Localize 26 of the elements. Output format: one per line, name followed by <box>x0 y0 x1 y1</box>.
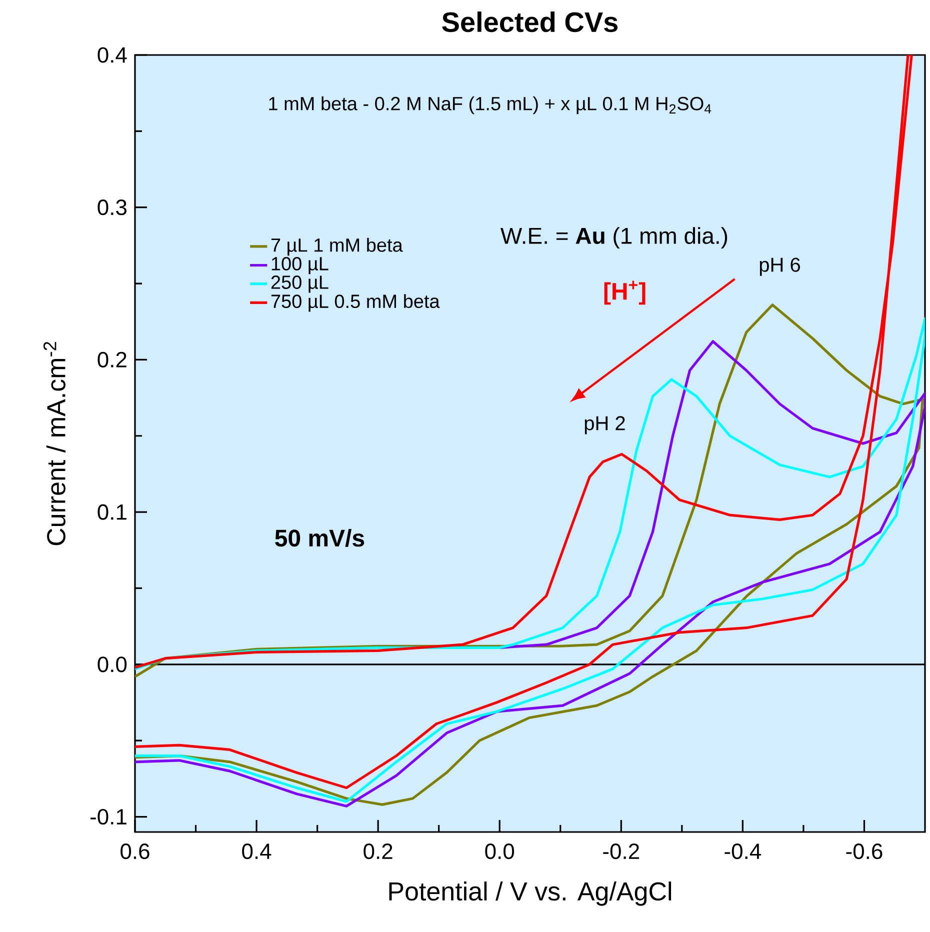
annotation: [H$^{+}$] <box>604 280 646 305</box>
annotation: W.E. = Au (1 mm dia.) <box>500 227 728 249</box>
legend-label: 7 µL 1 mM beta <box>271 238 403 256</box>
x-tick-label: -0.4 <box>724 844 761 860</box>
x-tick-label: 0.2 <box>364 844 392 860</box>
legend-label: 750 µL 0.5 mM beta <box>271 294 440 312</box>
x-tick-label: -0.6 <box>846 844 882 860</box>
y-axis-title: Current / mA.cm$^{-2}$ <box>43 342 66 546</box>
y-tick-label: 0.4 <box>98 47 127 63</box>
annotation: 50 mV/s <box>275 529 364 547</box>
chart-title: Selected CVs <box>442 12 618 32</box>
annotation: 1 mM beta - 0.2 M NaF (1.5 mL) + x µL 0.1 M H$_{2}$SO$_{4}$ <box>269 96 712 114</box>
y-tick-label: -0.1 <box>90 808 126 825</box>
annotation: pH 2 <box>584 416 625 434</box>
y-tick-label: 0.0 <box>98 656 127 672</box>
x-tick-label: 0.0 <box>485 844 514 860</box>
annotation: pH 6 <box>760 258 800 276</box>
y-tick-label: 0.2 <box>98 352 126 368</box>
x-tick-label: 0.4 <box>242 844 272 860</box>
legend-label: 100 µL <box>272 256 328 274</box>
x-axis-title: Potential / V vs. Ag/AgCl <box>389 882 672 906</box>
x-tick-label: 0.6 <box>120 844 150 860</box>
y-tick-label: 0.1 <box>98 504 126 520</box>
legend-label: 250 µL <box>271 276 328 293</box>
x-tick-label: -0.2 <box>603 844 640 860</box>
y-tick-label: 0.3 <box>98 200 126 216</box>
